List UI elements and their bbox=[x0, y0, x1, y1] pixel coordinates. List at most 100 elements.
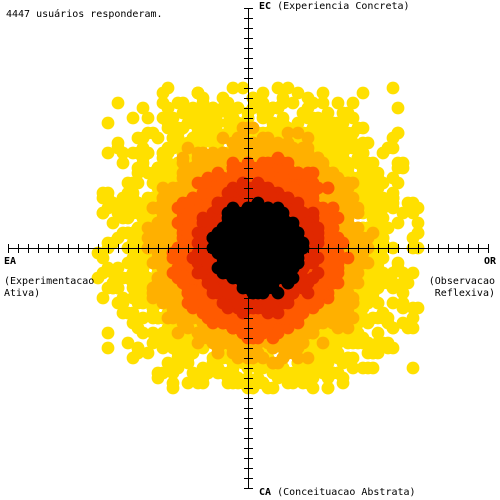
data-point bbox=[291, 311, 305, 325]
data-point bbox=[356, 311, 370, 325]
data-point bbox=[266, 246, 280, 260]
data-point bbox=[411, 216, 425, 230]
data-point bbox=[166, 306, 180, 320]
data-point bbox=[146, 176, 160, 190]
data-point bbox=[371, 266, 385, 280]
data-point bbox=[296, 236, 310, 250]
data-point bbox=[321, 356, 335, 370]
data-point bbox=[136, 296, 150, 310]
data-point bbox=[171, 361, 185, 375]
data-point bbox=[391, 101, 405, 115]
data-point bbox=[111, 136, 125, 150]
data-point bbox=[246, 146, 260, 160]
data-point bbox=[386, 141, 400, 155]
data-point bbox=[356, 86, 370, 100]
data-point bbox=[206, 296, 220, 310]
data-point bbox=[366, 181, 380, 195]
data-point bbox=[391, 176, 405, 190]
data-point bbox=[266, 116, 280, 130]
data-point bbox=[336, 371, 350, 385]
data-point bbox=[201, 216, 215, 230]
data-point bbox=[331, 321, 345, 335]
data-point bbox=[386, 201, 400, 215]
data-point bbox=[216, 316, 230, 330]
data-point bbox=[186, 366, 200, 380]
data-point bbox=[391, 156, 405, 170]
data-point bbox=[316, 116, 330, 130]
data-point bbox=[296, 141, 310, 155]
data-point bbox=[376, 211, 390, 225]
ec-code: EC bbox=[259, 1, 272, 12]
data-point bbox=[321, 171, 335, 185]
data-point bbox=[221, 186, 235, 200]
data-point bbox=[321, 106, 335, 120]
data-point bbox=[191, 106, 205, 120]
data-point bbox=[186, 296, 200, 310]
data-point bbox=[346, 96, 360, 110]
data-point bbox=[306, 181, 320, 195]
data-point bbox=[291, 326, 305, 340]
data-point bbox=[341, 321, 355, 335]
data-point bbox=[396, 301, 410, 315]
data-point bbox=[126, 306, 140, 320]
data-point bbox=[336, 106, 350, 120]
data-point bbox=[226, 251, 240, 265]
data-point bbox=[236, 221, 250, 235]
data-point bbox=[191, 336, 205, 350]
data-point bbox=[261, 276, 275, 290]
data-point bbox=[341, 196, 355, 210]
data-point bbox=[371, 326, 385, 340]
data-point bbox=[161, 101, 175, 115]
data-point bbox=[126, 176, 140, 190]
data-point bbox=[236, 251, 250, 265]
data-point bbox=[226, 81, 240, 95]
data-point bbox=[291, 201, 305, 215]
data-point bbox=[256, 351, 270, 365]
data-point bbox=[351, 201, 365, 215]
data-point bbox=[376, 306, 390, 320]
data-point bbox=[341, 221, 355, 235]
data-point bbox=[206, 231, 220, 245]
data-point bbox=[331, 141, 345, 155]
data-point bbox=[166, 266, 180, 280]
data-point bbox=[151, 271, 165, 285]
data-point bbox=[326, 236, 340, 250]
data-point bbox=[146, 291, 160, 305]
data-point bbox=[391, 261, 405, 275]
data-point bbox=[361, 346, 375, 360]
data-point bbox=[231, 101, 245, 115]
data-point bbox=[296, 281, 310, 295]
data-point bbox=[326, 156, 340, 170]
data-point bbox=[166, 186, 180, 200]
data-point bbox=[356, 361, 370, 375]
data-point bbox=[276, 226, 290, 240]
data-point bbox=[281, 156, 295, 170]
data-point bbox=[326, 336, 340, 350]
data-point bbox=[346, 231, 360, 245]
data-point bbox=[286, 141, 300, 155]
data-point bbox=[281, 216, 295, 230]
data-point bbox=[221, 286, 235, 300]
data-point bbox=[151, 311, 165, 325]
data-point bbox=[281, 81, 295, 95]
data-point bbox=[411, 301, 425, 315]
data-point bbox=[231, 206, 245, 220]
data-point bbox=[166, 141, 180, 155]
data-point bbox=[96, 191, 110, 205]
data-point bbox=[386, 191, 400, 205]
data-point bbox=[111, 231, 125, 245]
data-point bbox=[301, 156, 315, 170]
data-point bbox=[271, 141, 285, 155]
data-point bbox=[156, 236, 170, 250]
data-point bbox=[216, 91, 230, 105]
data-point bbox=[191, 376, 205, 390]
data-point bbox=[111, 96, 125, 110]
data-point bbox=[111, 261, 125, 275]
data-point bbox=[176, 106, 190, 120]
data-point bbox=[236, 141, 250, 155]
data-point bbox=[186, 116, 200, 130]
data-point bbox=[251, 201, 265, 215]
data-point bbox=[166, 251, 180, 265]
data-point bbox=[351, 151, 365, 165]
data-point bbox=[151, 161, 165, 175]
